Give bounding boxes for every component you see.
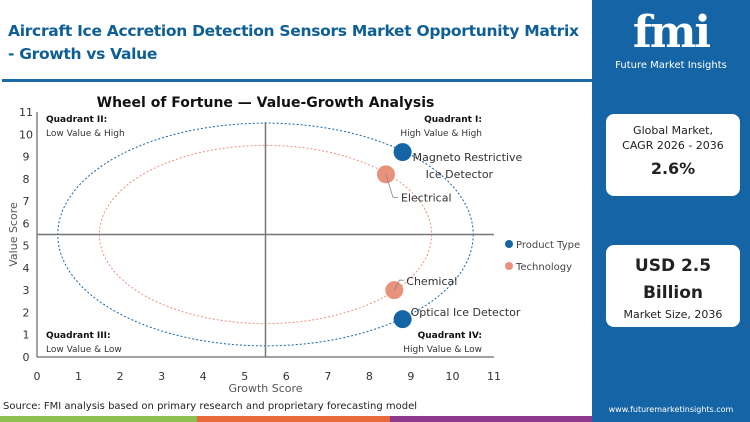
market-size-value-1: USD 2.5: [634, 256, 712, 276]
strip-orange: [197, 416, 390, 422]
y-tick-label: 1: [23, 329, 30, 342]
y-tick-label: 10: [19, 128, 33, 141]
sidebar: fmi Future Market Insights Global Market…: [592, 0, 750, 422]
quadrant-title: Quadrant IV:: [418, 331, 482, 341]
point-label: Electrical: [401, 191, 452, 204]
leader-line: [385, 174, 398, 198]
strip-green: [0, 416, 197, 422]
y-tick-label: 0: [23, 351, 30, 364]
x-tick-label: 2: [117, 370, 124, 383]
chart: Wheel of Fortune — Value-Growth Analysis…: [7, 95, 580, 395]
logo-subtitle: Future Market Insights: [615, 60, 727, 71]
page-title: Aircraft Ice Accretion Detection Sensors…: [8, 22, 579, 63]
x-tick-label: 8: [366, 370, 373, 383]
y-tick-label: 5: [23, 240, 30, 253]
point-label-cont: Ice Detector: [426, 168, 494, 181]
cagr-card: Global Market, CAGR 2026 - 2036 2.6%: [606, 114, 740, 196]
market-size-value-2: Billion: [642, 283, 704, 303]
y-tick-label: 8: [23, 173, 30, 186]
quadrant-title: Quadrant II:: [46, 115, 107, 125]
x-axis-label: Growth Score: [228, 382, 302, 395]
y-tick-label: 9: [23, 151, 30, 164]
data-point: [393, 143, 412, 162]
x-tick-label: 11: [487, 370, 501, 383]
x-tick-label: 5: [241, 370, 248, 383]
quadrant-title: Quadrant III:: [46, 331, 111, 341]
x-tick-label: 10: [445, 370, 459, 383]
cagr-label-1: Global Market,: [633, 124, 713, 137]
x-tick-label: 4: [200, 370, 207, 383]
x-tick-label: 9: [407, 370, 414, 383]
quadrant-desc: High Value & High: [400, 129, 482, 139]
y-axis-label: Value Score: [7, 202, 20, 267]
header-divider: [2, 79, 592, 82]
y-tick-label: 2: [23, 306, 30, 319]
y-tick-label: 6: [23, 217, 30, 230]
leader-line: [393, 279, 405, 291]
y-tick-label: 3: [23, 284, 30, 297]
legend-label: Technology: [515, 262, 572, 273]
strip-purple: [390, 416, 592, 422]
data-point: [393, 310, 412, 329]
chart-title: Wheel of Fortune — Value-Growth Analysis: [97, 95, 435, 111]
x-tick-label: 0: [34, 370, 41, 383]
cagr-value: 2.6%: [650, 159, 696, 178]
legend-label: Product Type: [516, 240, 580, 251]
legend-marker: [505, 262, 513, 270]
website-link[interactable]: www.futuremarketinsights.com: [608, 405, 734, 414]
quadrant-title: Quadrant I:: [424, 115, 482, 125]
fmi-logo: fmi Future Market Insights: [592, 7, 750, 72]
market-size-card: USD 2.5 Billion Market Size, 2036: [606, 245, 740, 327]
y-tick-label: 11: [19, 106, 33, 119]
x-tick-label: 3: [158, 370, 165, 383]
x-tick-label: 7: [324, 370, 331, 383]
point-label: Magneto Restrictive: [413, 151, 523, 164]
y-tick-label: 7: [23, 195, 30, 208]
logo-text: fmi: [632, 7, 711, 58]
quadrant-desc: High Value & Low: [403, 345, 482, 355]
point-label: Chemical: [406, 275, 457, 288]
quadrant-desc: Low Value & High: [46, 129, 125, 139]
legend-marker: [505, 240, 513, 248]
y-tick-label: 4: [23, 262, 30, 275]
source-note: Source: FMI analysis based on primary re…: [3, 401, 418, 412]
x-tick-label: 1: [75, 370, 82, 383]
x-tick-label: 6: [283, 370, 290, 383]
quadrant-desc: Low Value & Low: [46, 345, 122, 355]
point-label: Optical Ice Detector: [411, 306, 521, 319]
market-size-label: Market Size, 2036: [623, 308, 723, 321]
cagr-label-2: CAGR 2026 - 2036: [622, 139, 724, 152]
